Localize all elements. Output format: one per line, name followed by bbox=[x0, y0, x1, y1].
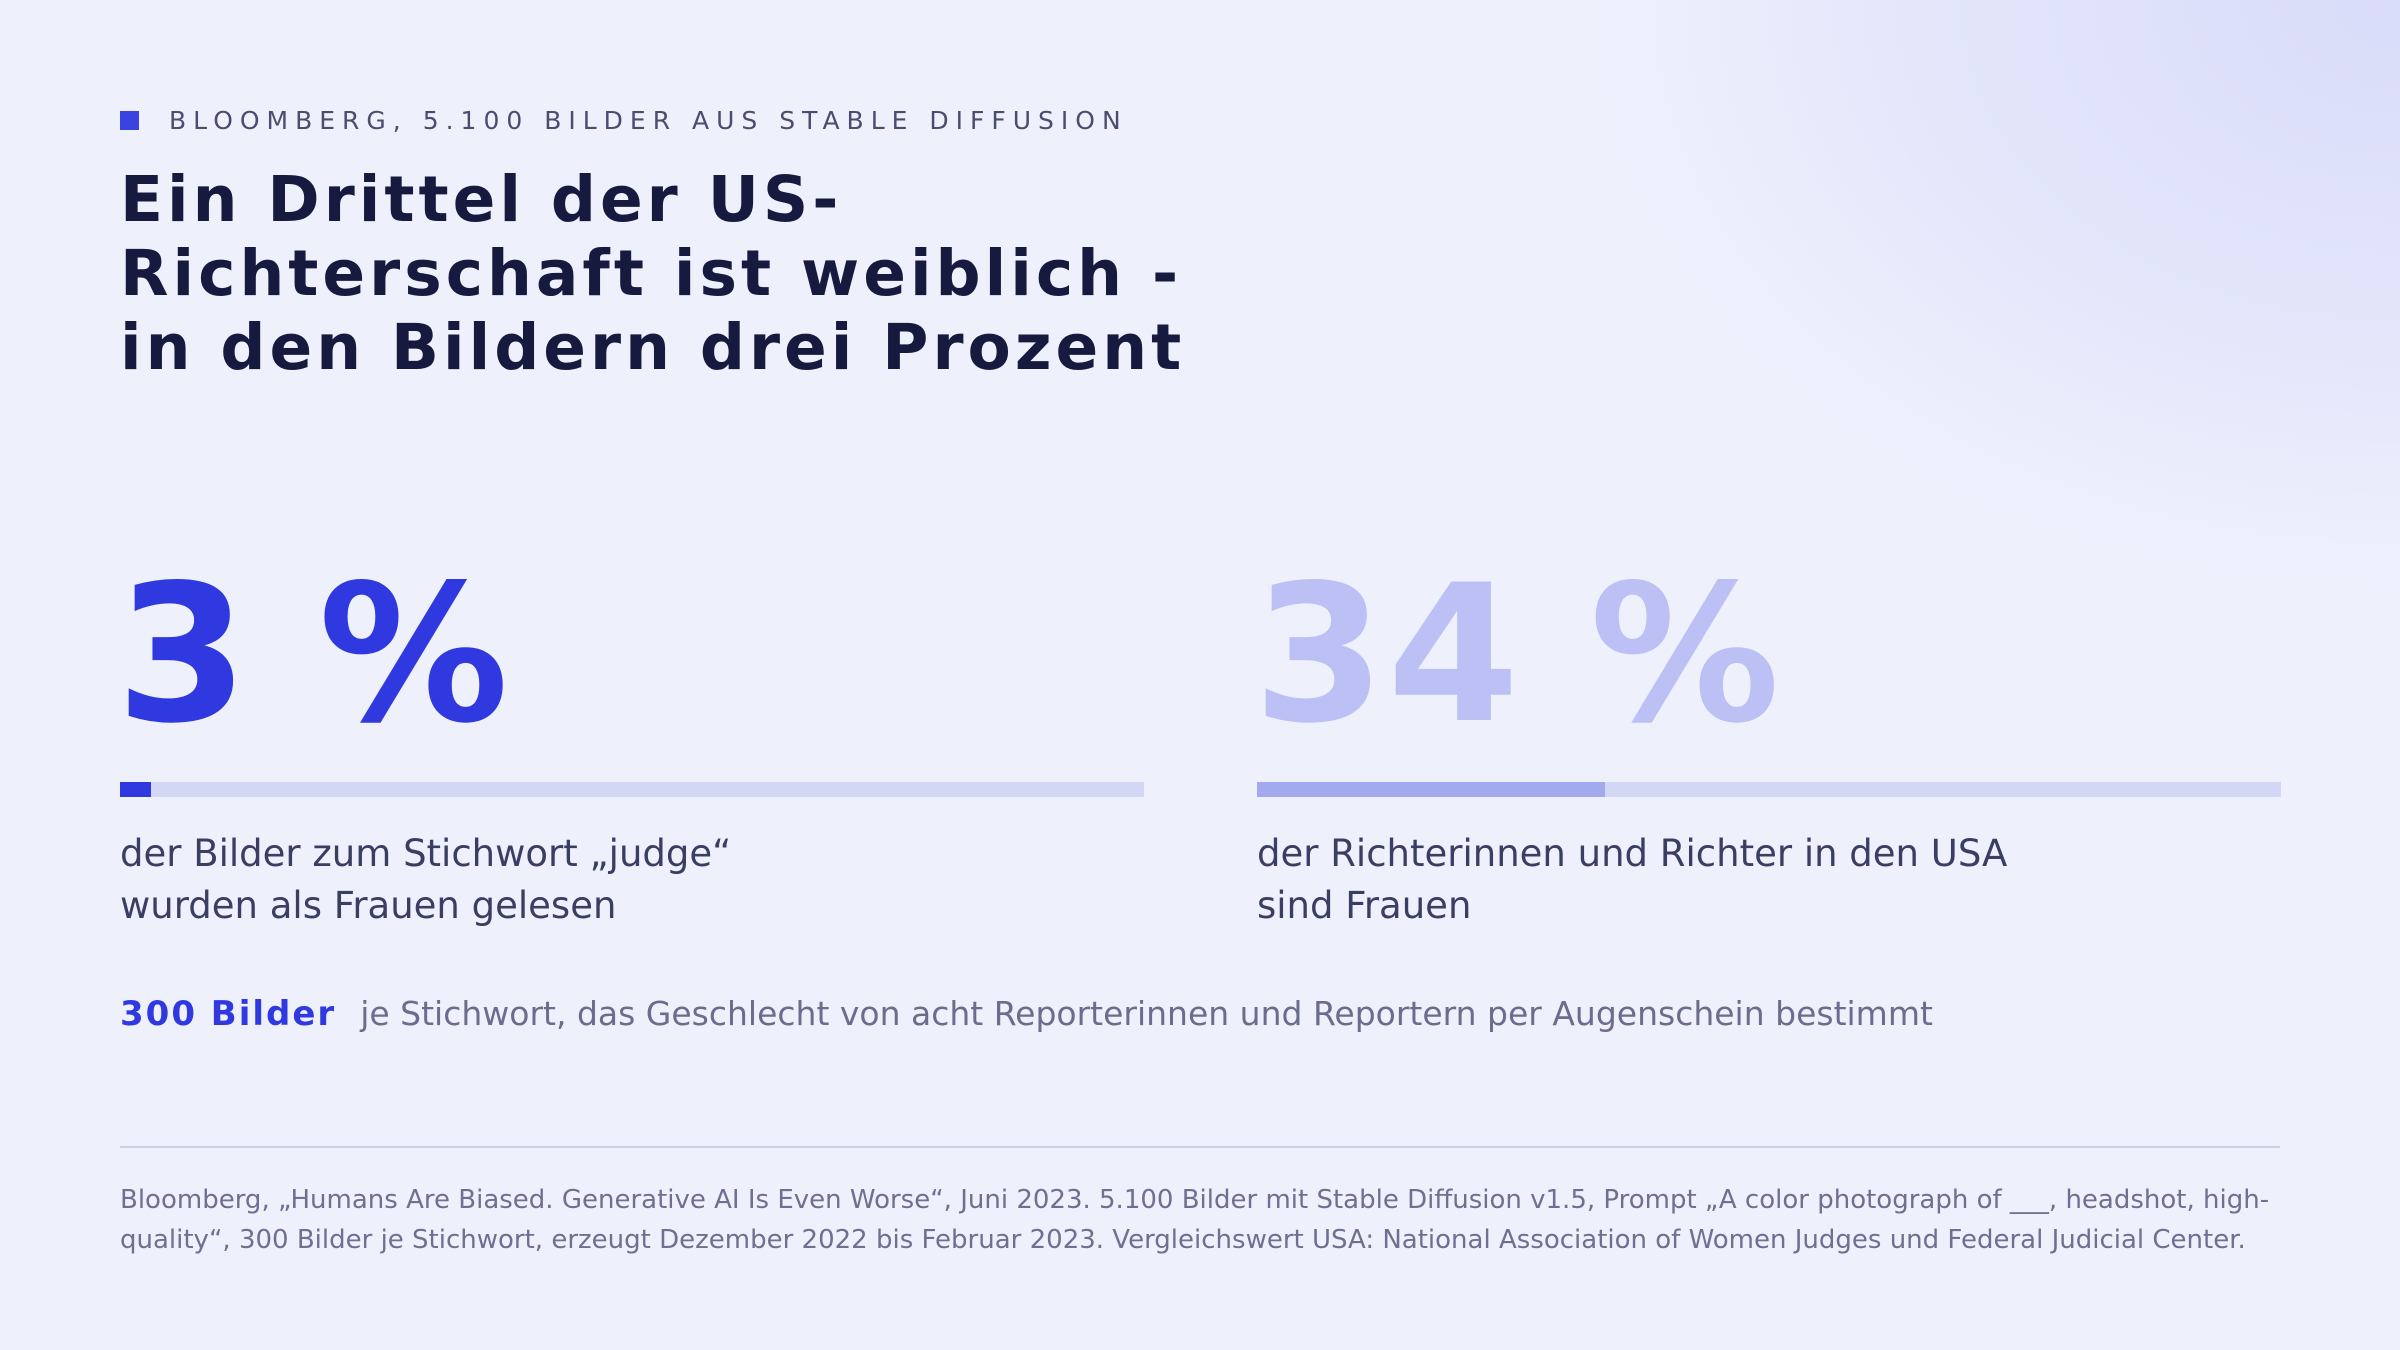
stat-value-judges: 34 % bbox=[1253, 544, 1782, 765]
infographic: BLOOMBERG, 5.100 BILDER AUS STABLE DIFFU… bbox=[116, 0, 2281, 1350]
method-key: 300 Bilder bbox=[120, 994, 337, 1034]
stat-caption-judges: der Richterinnen und Richter in den USA … bbox=[1257, 832, 2008, 927]
divider bbox=[120, 1146, 2280, 1148]
page-title: Ein Drittel der US-Richterschaft ist wei… bbox=[120, 163, 1186, 384]
stat-value-images: 3 % bbox=[116, 544, 511, 765]
stat-judges-women: 34 % der Richterinnen und Richter in den… bbox=[1253, 555, 2281, 932]
stat-caption-images: der Bilder zum Stichwort „judge“ wurden … bbox=[120, 832, 732, 927]
stat-images-women: 3 % der Bilder zum Stichwort „judge“ wur… bbox=[116, 555, 1144, 932]
progress-track-images bbox=[120, 782, 1144, 797]
kicker-square-icon bbox=[120, 111, 139, 130]
kicker-text: BLOOMBERG, 5.100 BILDER AUS STABLE DIFFU… bbox=[169, 106, 1128, 135]
method-note: 300 Bilder je Stichwort, das Geschlecht … bbox=[120, 994, 1933, 1034]
kicker: BLOOMBERG, 5.100 BILDER AUS STABLE DIFFU… bbox=[120, 106, 1128, 135]
progress-fill-images bbox=[120, 782, 151, 797]
progress-fill-judges bbox=[1257, 782, 1606, 797]
method-text: je Stichwort, das Geschlecht von acht Re… bbox=[360, 994, 1933, 1033]
source-note: Bloomberg, „Humans Are Biased. Generativ… bbox=[120, 1185, 2270, 1255]
progress-track-judges bbox=[1257, 782, 2281, 797]
